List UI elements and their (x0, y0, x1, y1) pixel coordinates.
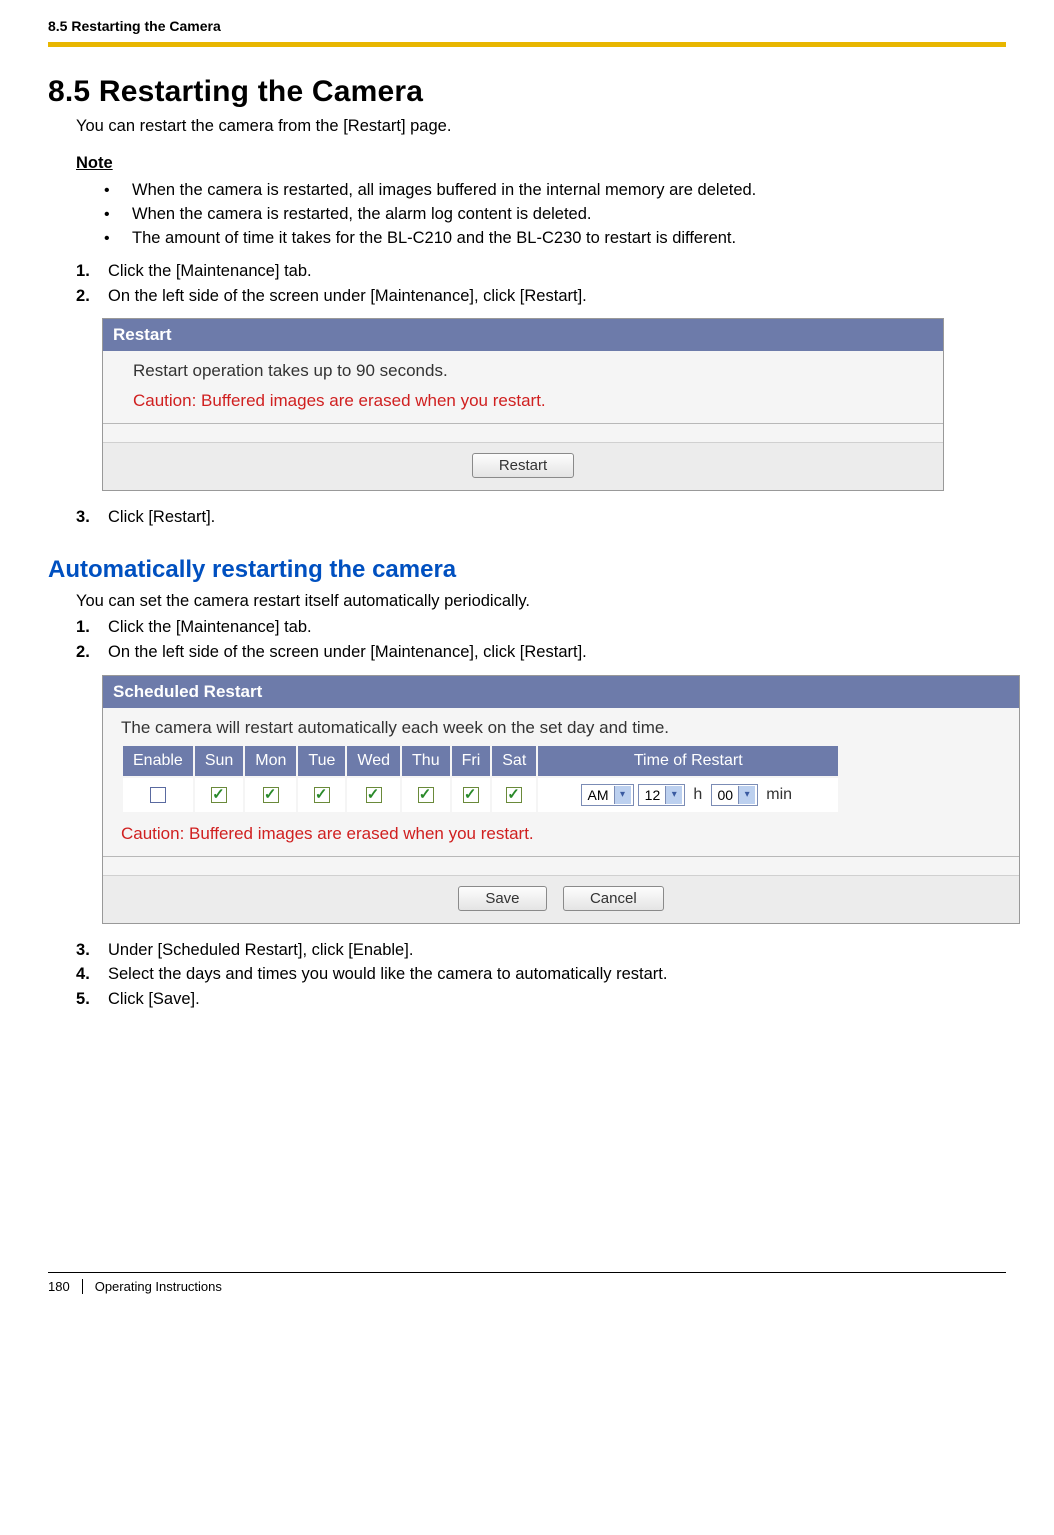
page-footer: 180 Operating Instructions (48, 1272, 1006, 1294)
sun-checkbox[interactable] (211, 787, 227, 803)
sched-caution: Caution: Buffered images are erased when… (121, 824, 1005, 844)
auto-intro: You can set the camera restart itself au… (76, 592, 1006, 611)
step-item: Under [Scheduled Restart], click [Enable… (76, 938, 1006, 963)
minute-label: min (766, 786, 792, 803)
step-item: Click the [Maintenance] tab. (76, 259, 1006, 284)
restart-panel: Restart Restart operation takes up to 90… (102, 318, 944, 491)
ampm-value: AM (588, 787, 609, 803)
sub-heading: Automatically restarting the camera (48, 556, 1006, 584)
wed-checkbox[interactable] (366, 787, 382, 803)
sched-panel-title: Scheduled Restart (103, 676, 1019, 708)
footer-doc-title: Operating Instructions (95, 1279, 222, 1294)
hour-value: 12 (645, 787, 661, 803)
restart-panel-title: Restart (103, 319, 943, 351)
schedule-table: Enable Sun Mon Tue Wed Thu Fri Sat Time … (121, 744, 840, 814)
step-item: On the left side of the screen under [Ma… (76, 640, 1006, 665)
hour-select[interactable]: 12▾ (638, 784, 686, 806)
steps-list-1b: Click [Restart]. (76, 505, 1006, 530)
note-item: When the camera is restarted, the alarm … (104, 203, 1006, 227)
restart-panel-caution: Caution: Buffered images are erased when… (133, 391, 929, 411)
col-tue: Tue (297, 745, 346, 777)
minute-value: 00 (718, 787, 734, 803)
scheduled-restart-panel: Scheduled Restart The camera will restar… (102, 675, 1020, 924)
note-item: When the camera is restarted, all images… (104, 179, 1006, 203)
col-mon: Mon (244, 745, 297, 777)
dropdown-arrow-icon: ▾ (665, 786, 682, 804)
save-button[interactable]: Save (458, 886, 546, 911)
step-item: On the left side of the screen under [Ma… (76, 284, 1006, 309)
sched-panel-footer: Save Cancel (103, 875, 1019, 923)
col-thu: Thu (401, 745, 451, 777)
step-item: Click [Restart]. (76, 505, 1006, 530)
step-item: Click the [Maintenance] tab. (76, 615, 1006, 640)
dropdown-arrow-icon: ▾ (738, 786, 755, 804)
col-sun: Sun (194, 745, 244, 777)
mon-checkbox[interactable] (263, 787, 279, 803)
section-title: 8.5 Restarting the Camera (48, 75, 1006, 109)
steps-list-2: Click the [Maintenance] tab. On the left… (76, 615, 1006, 665)
sched-description: The camera will restart automatically ea… (121, 718, 1005, 738)
col-fri: Fri (451, 745, 492, 777)
steps-list-1: Click the [Maintenance] tab. On the left… (76, 259, 1006, 309)
page-number: 180 (48, 1279, 83, 1294)
col-sat: Sat (491, 745, 537, 777)
step-item: Select the days and times you would like… (76, 962, 1006, 987)
note-label: Note (76, 154, 1006, 173)
col-time: Time of Restart (537, 745, 839, 777)
note-list: When the camera is restarted, all images… (104, 179, 1006, 251)
running-header: 8.5 Restarting the Camera (48, 0, 1006, 42)
col-wed: Wed (346, 745, 401, 777)
fri-checkbox[interactable] (463, 787, 479, 803)
enable-checkbox[interactable] (150, 787, 166, 803)
thu-checkbox[interactable] (418, 787, 434, 803)
intro-text: You can restart the camera from the [Res… (76, 117, 1006, 136)
dropdown-arrow-icon: ▾ (614, 786, 631, 804)
steps-list-3: Under [Scheduled Restart], click [Enable… (76, 938, 1006, 1012)
ampm-select[interactable]: AM ▾ (581, 784, 634, 806)
note-item: The amount of time it takes for the BL-C… (104, 227, 1006, 251)
restart-button[interactable]: Restart (472, 453, 574, 478)
step-item: Click [Save]. (76, 987, 1006, 1012)
cancel-button[interactable]: Cancel (563, 886, 664, 911)
restart-panel-text: Restart operation takes up to 90 seconds… (133, 361, 929, 381)
hour-label: h (693, 786, 702, 803)
tue-checkbox[interactable] (314, 787, 330, 803)
minute-select[interactable]: 00▾ (711, 784, 759, 806)
col-enable: Enable (122, 745, 194, 777)
header-rule (48, 42, 1006, 47)
restart-panel-footer: Restart (103, 442, 943, 490)
sat-checkbox[interactable] (506, 787, 522, 803)
